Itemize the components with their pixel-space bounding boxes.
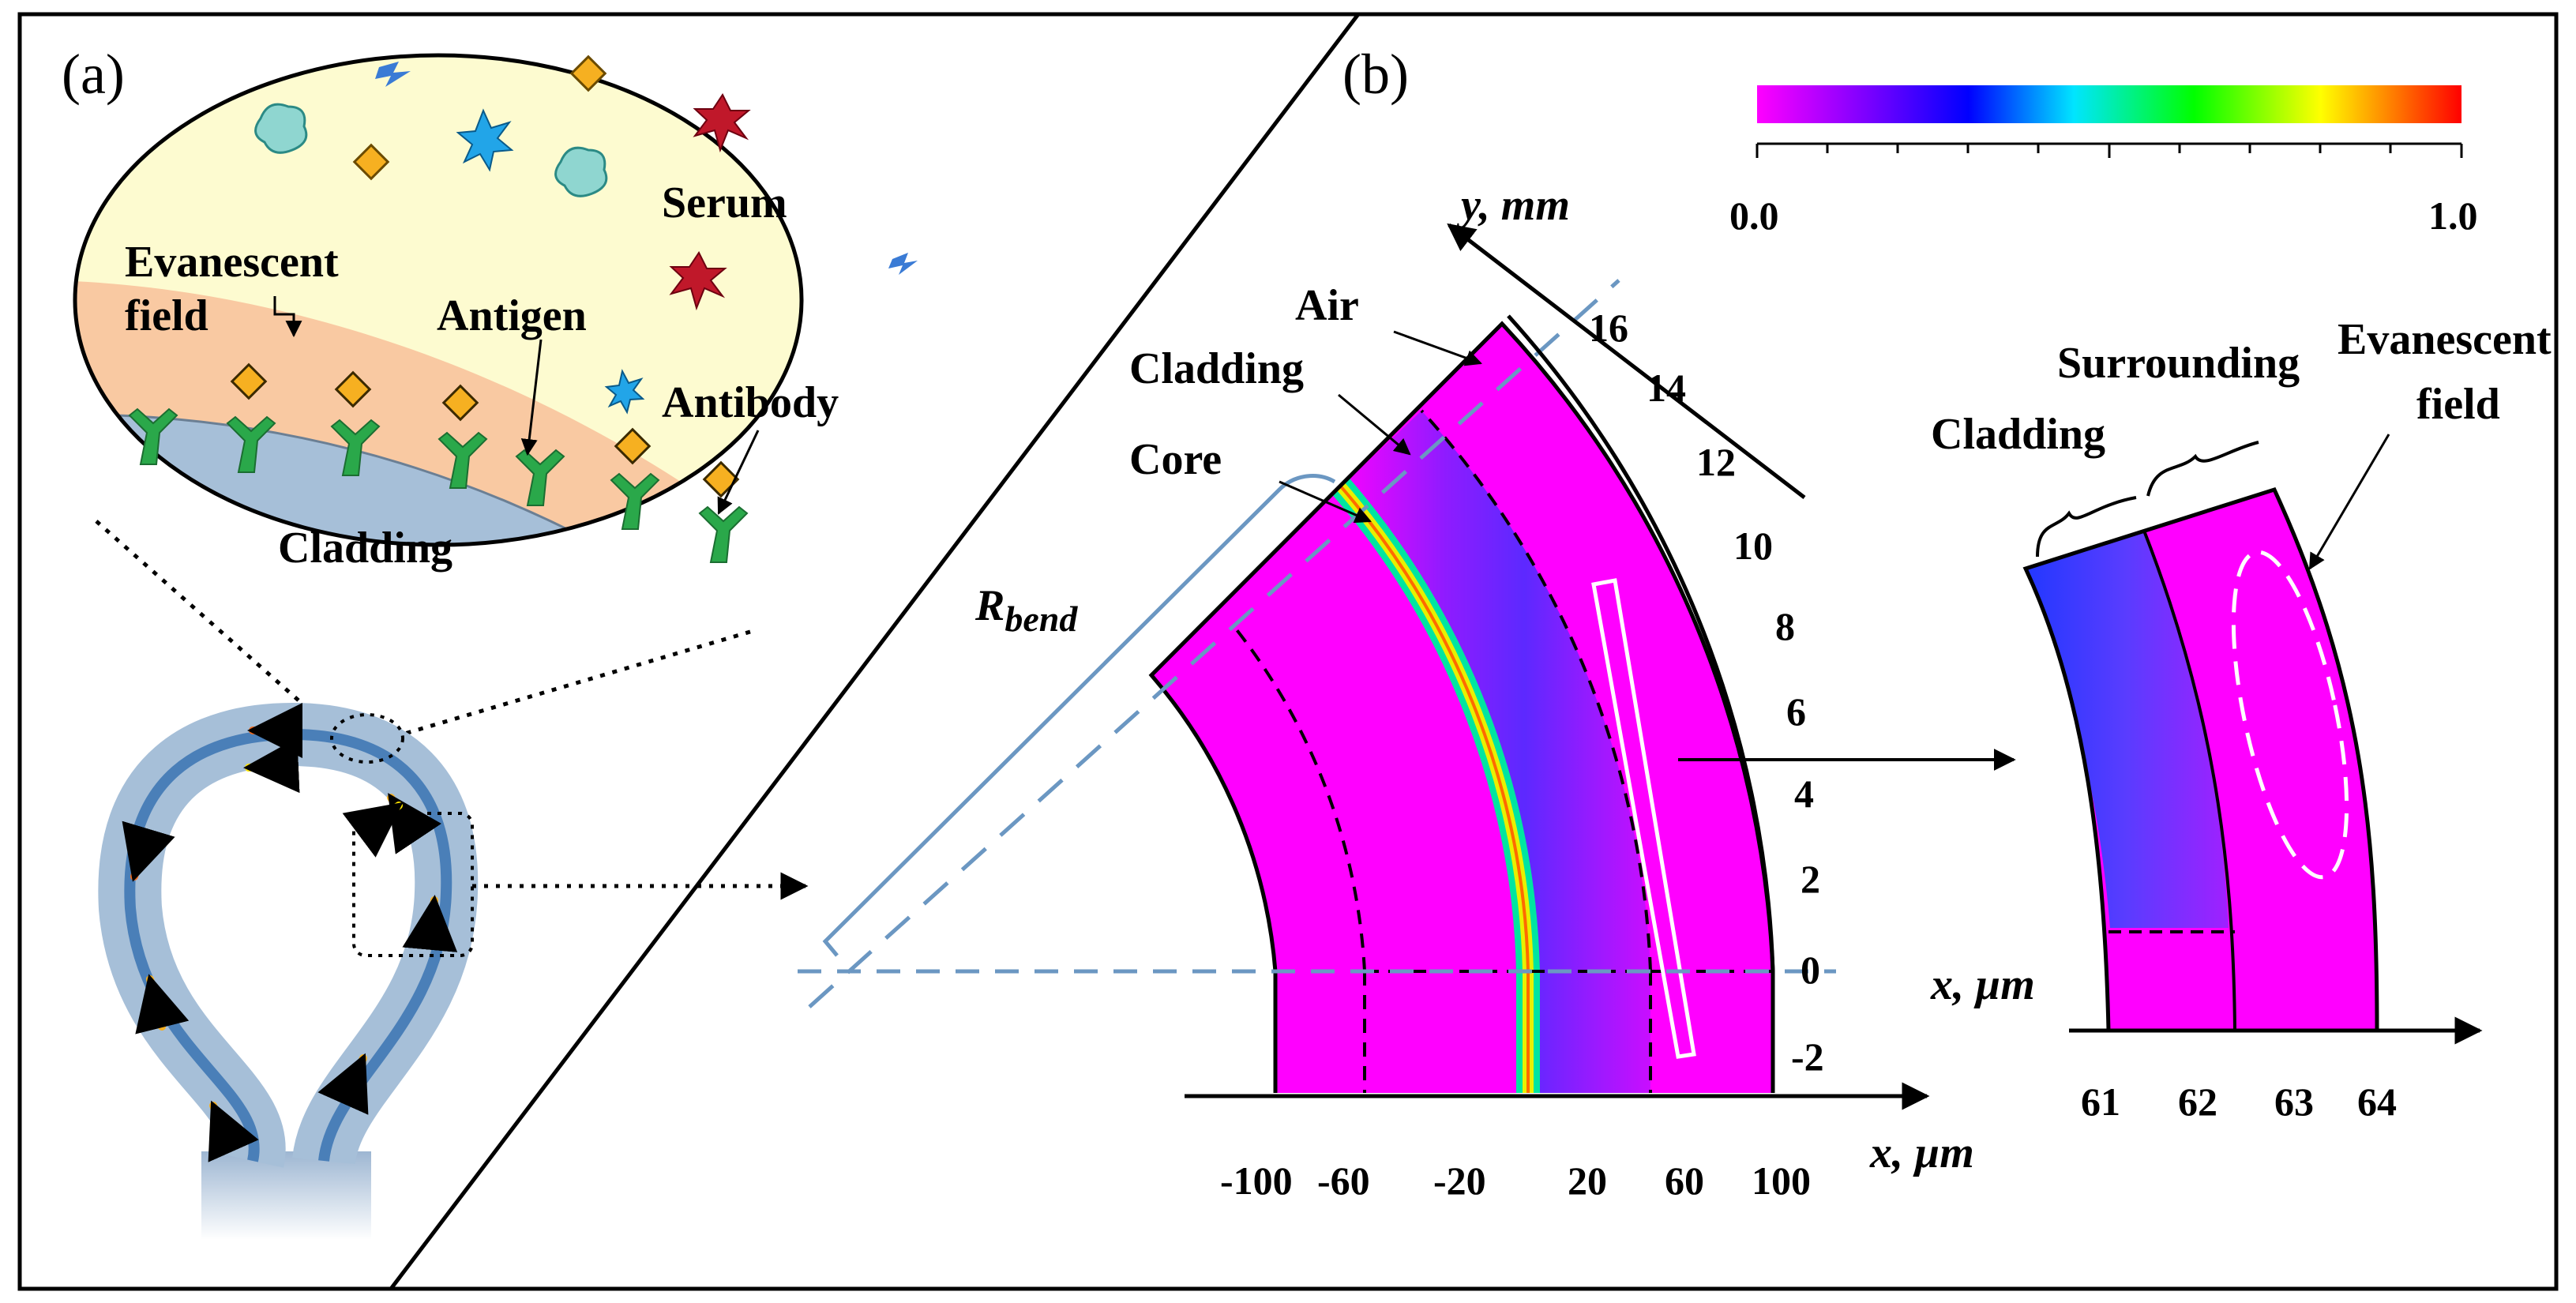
star-particle-blue xyxy=(456,108,645,415)
zoom-line-right xyxy=(388,629,751,741)
antibodies xyxy=(128,362,749,563)
serum-particles xyxy=(254,54,918,415)
evanescent-ellipse xyxy=(2231,550,2349,880)
y-tick: 16 xyxy=(1589,306,1628,350)
fiber-base xyxy=(201,1151,371,1240)
y-tick: 2 xyxy=(1801,857,1820,901)
x-axis-label: x, µm xyxy=(1869,1128,1974,1177)
inset-x-tick: 63 xyxy=(2274,1080,2314,1124)
bound-antigen xyxy=(230,362,740,498)
x-tick: 60 xyxy=(1665,1158,1704,1203)
inset-x-axis-label: x, µm xyxy=(1930,960,2035,1009)
inset-selection-box xyxy=(1591,578,1696,1059)
y-tick: 4 xyxy=(1794,772,1814,816)
core-pointer-arrow xyxy=(1279,480,1372,524)
figure-frame xyxy=(17,12,2559,1291)
inset-x-tick: 64 xyxy=(2357,1080,2397,1124)
antibody-pointer-arrow xyxy=(717,430,760,515)
blob-particle xyxy=(254,103,608,197)
evanescent-field-label-2: field xyxy=(125,291,208,340)
fiber-loop xyxy=(98,702,809,1240)
inset-evanescent-label: Evanescent xyxy=(2338,315,2552,364)
cladding-region xyxy=(75,414,802,545)
inset-braces xyxy=(2036,441,2259,558)
x-tick: 20 xyxy=(1568,1158,1607,1203)
cladding-label-a: Cladding xyxy=(278,524,452,573)
diamond-particle xyxy=(352,54,607,181)
inset-x-tick: 61 xyxy=(2081,1080,2120,1124)
rbend-brace xyxy=(822,474,1336,957)
evanescent-field-label: Evanescent xyxy=(125,238,339,287)
x-tick: -20 xyxy=(1433,1158,1486,1203)
panel-b-label: (b) xyxy=(1342,43,1409,106)
surrounding-label: Surrounding xyxy=(2057,339,2300,388)
bend-radius-guide xyxy=(798,279,1836,1008)
inset-x-axis: x, µm 61 62 63 64 xyxy=(1930,960,2483,1124)
air-label: Air xyxy=(1295,281,1359,330)
antigen-label: Antigen xyxy=(437,291,587,340)
inset-cladding-label: Cladding xyxy=(1931,410,2105,459)
fiber-cladding-loop xyxy=(98,702,479,1168)
x-axis: x, µm xyxy=(1185,1082,1974,1177)
y-tick: 10 xyxy=(1733,524,1773,568)
light-arrows xyxy=(122,703,458,1162)
cladding-boundary-outer xyxy=(1420,409,1652,972)
inset-x-tick: 62 xyxy=(2178,1080,2217,1124)
cladding-pointer-arrow xyxy=(1338,393,1411,456)
evanescent-pointer-arrow xyxy=(273,296,302,338)
star-particle-red xyxy=(669,93,751,311)
bent-waveguide-plot xyxy=(1148,321,1775,1093)
y-axis-label: y, mm xyxy=(1456,181,1570,230)
y-tick: -2 xyxy=(1791,1035,1824,1079)
y-tick: 0 xyxy=(1801,948,1820,992)
colorbar-min: 0.0 xyxy=(1729,193,1779,238)
inset-plot xyxy=(2022,486,2379,1033)
panel-a-label: (a) xyxy=(62,43,125,106)
colorbar: 0.0 1.0 xyxy=(1729,85,2478,238)
bend-outline xyxy=(1148,321,1775,1093)
y-tick: 14 xyxy=(1647,366,1686,410)
inset-evanescent-label-2: field xyxy=(2416,380,2500,429)
antibody xyxy=(128,407,749,563)
bolt-particle xyxy=(375,62,918,275)
y-tick: 8 xyxy=(1775,604,1795,648)
inset-cladding-field xyxy=(2026,531,2229,928)
colorbar-max: 1.0 xyxy=(2428,193,2478,238)
rbend-label: Rbend xyxy=(974,581,1078,639)
x-tick: -60 xyxy=(1317,1158,1370,1203)
cladding-boundary-inner xyxy=(1230,622,1366,972)
cladding-label-b: Cladding xyxy=(1129,344,1304,393)
zoom-line-left xyxy=(95,520,347,744)
x-tick: -100 xyxy=(1220,1158,1293,1203)
panel-divider xyxy=(389,13,1360,1290)
x-tick: 100 xyxy=(1752,1158,1811,1203)
antibody-label: Antibody xyxy=(662,378,839,427)
core-label: Core xyxy=(1129,435,1222,484)
zoom-box xyxy=(352,812,474,957)
y-tick-labels: 16 14 12 10 8 6 4 2 0 -2 xyxy=(1589,306,1824,1079)
air-pointer-arrow xyxy=(1393,330,1482,366)
antigen-pointer-arrow xyxy=(520,339,543,456)
y-tick: 12 xyxy=(1696,440,1736,484)
x-tick-labels: -100 -60 -20 20 60 100 xyxy=(1220,1158,1811,1203)
y-axis: y, mm xyxy=(1447,181,1806,972)
inset-evanescent-pointer xyxy=(2308,434,2390,570)
serum-label: Serum xyxy=(662,178,787,227)
inset-boundary xyxy=(2142,530,2236,1031)
colorbar-gradient xyxy=(1757,85,2461,123)
zoom-circle xyxy=(330,713,404,764)
y-tick: 6 xyxy=(1786,689,1806,734)
